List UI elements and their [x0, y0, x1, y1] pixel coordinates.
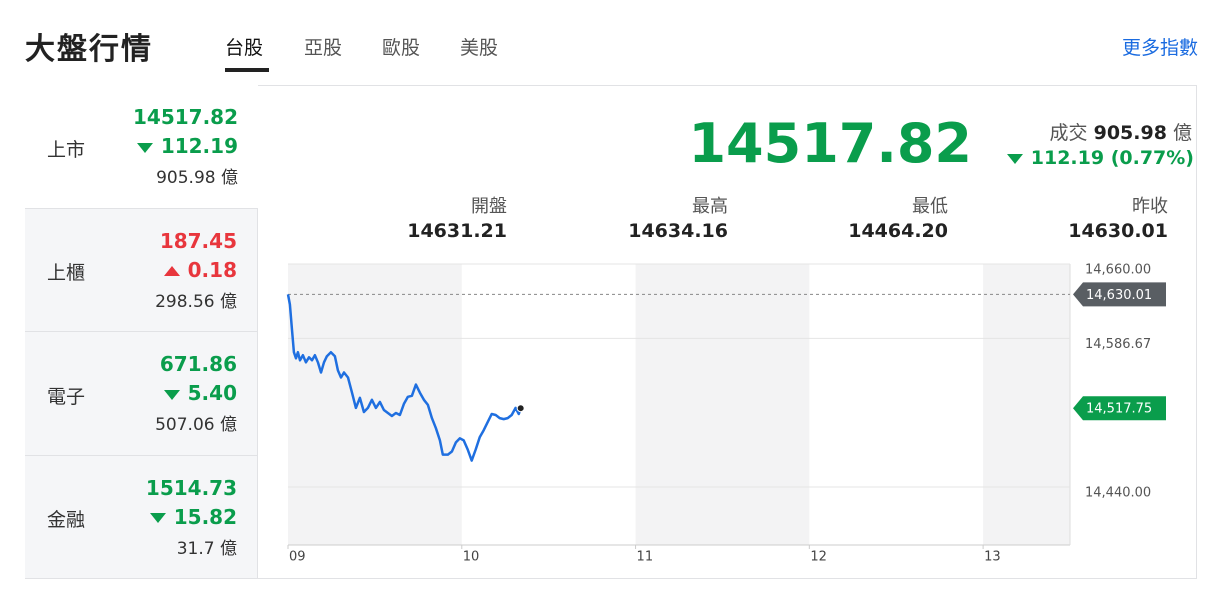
change-value: 112.19: [160, 134, 238, 158]
index-price: 671.86: [159, 352, 237, 376]
y-tick-label: 14,586.67: [1085, 337, 1151, 352]
change-pct: (0.77%): [1110, 147, 1194, 169]
last-point: [516, 404, 525, 413]
volume-value: 905.98: [1093, 122, 1167, 144]
index-name: 上櫃: [47, 262, 86, 285]
prev-close-label: 14,630.01: [1086, 288, 1152, 303]
index-volume: 905.98 億: [156, 168, 238, 188]
index-name: 上市: [47, 138, 86, 161]
index-change: 15.82: [149, 504, 237, 529]
index-row[interactable]: 上櫃 187.45 0.18 298.56 億: [25, 208, 258, 332]
last-price-label: 14,517.75: [1086, 402, 1152, 417]
tab[interactable]: 美股: [460, 37, 499, 59]
y-tick-label: 14,660.00: [1085, 263, 1151, 278]
index-volume: 507.06 億: [155, 415, 237, 435]
index-row[interactable]: 金融 1514.73 15.82 31.7 億: [25, 455, 258, 579]
stat-label: 昨收: [1132, 196, 1168, 217]
x-tick-label: 12: [810, 550, 827, 565]
price-line: [286, 294, 522, 462]
x-tick-label: 11: [637, 550, 654, 565]
y-tick-label: 14,440.00: [1085, 486, 1151, 501]
change-arrow: [1006, 153, 1023, 164]
tab[interactable]: 亞股: [304, 37, 343, 59]
change-arrow: [163, 389, 180, 400]
tab-underline: [225, 68, 269, 72]
index-price: 187.45: [159, 228, 237, 253]
x-tick-label: 10: [463, 550, 480, 565]
index-name: 金融: [47, 509, 86, 532]
index-row[interactable]: 電子 671.86 5.40 507.06 億: [25, 332, 258, 456]
time-band: [983, 264, 1070, 545]
index-volume: 298.56 億: [155, 291, 237, 312]
summary-change: 112.19 (0.77%): [1006, 147, 1194, 169]
stat-value: 14464.20: [848, 220, 948, 242]
last-price-tag: [1073, 396, 1166, 421]
volume-unit: 億: [1172, 122, 1192, 144]
change-arrow: [149, 513, 166, 523]
change-value: 15.82: [173, 504, 237, 529]
prev-close-tag: [1073, 282, 1166, 307]
stat-value: 14630.01: [1068, 220, 1168, 242]
change-value: 5.40: [187, 381, 237, 405]
summary-volume: 成交 905.98 億: [1050, 118, 1192, 145]
tab[interactable]: 歐股: [382, 37, 421, 59]
change-value: 112.19: [1030, 147, 1105, 169]
index-change: 0.18: [163, 257, 237, 282]
summary-price: 14517.82: [688, 112, 972, 175]
index-name: 電子: [47, 385, 86, 408]
x-tick-label: 13: [984, 550, 1001, 565]
stat-label: 開盤: [471, 196, 507, 217]
index-volume: 31.7 億: [176, 538, 237, 559]
index-change: 112.19: [136, 134, 238, 158]
index-price: 14517.82: [132, 105, 238, 129]
tab[interactable]: 台股: [225, 37, 264, 59]
stat-value: 14634.16: [628, 220, 728, 242]
stat-label: 最低: [912, 196, 948, 217]
stat-value: 14631.21: [407, 220, 507, 242]
change-arrow: [163, 266, 180, 276]
stat-label: 最高: [692, 196, 728, 217]
index-price: 1514.73: [145, 475, 237, 500]
page-title: 大盤行情: [25, 32, 153, 67]
x-tick-label: 09: [289, 550, 306, 565]
volume-label: 成交: [1049, 122, 1088, 144]
index-row[interactable]: 上市 14517.82 112.19 905.98 億: [25, 85, 258, 209]
index-change: 5.40: [163, 381, 237, 405]
time-band: [635, 264, 810, 545]
change-arrow: [136, 142, 153, 153]
more-link[interactable]: 更多指數: [1121, 37, 1198, 59]
change-value: 0.18: [187, 257, 237, 282]
